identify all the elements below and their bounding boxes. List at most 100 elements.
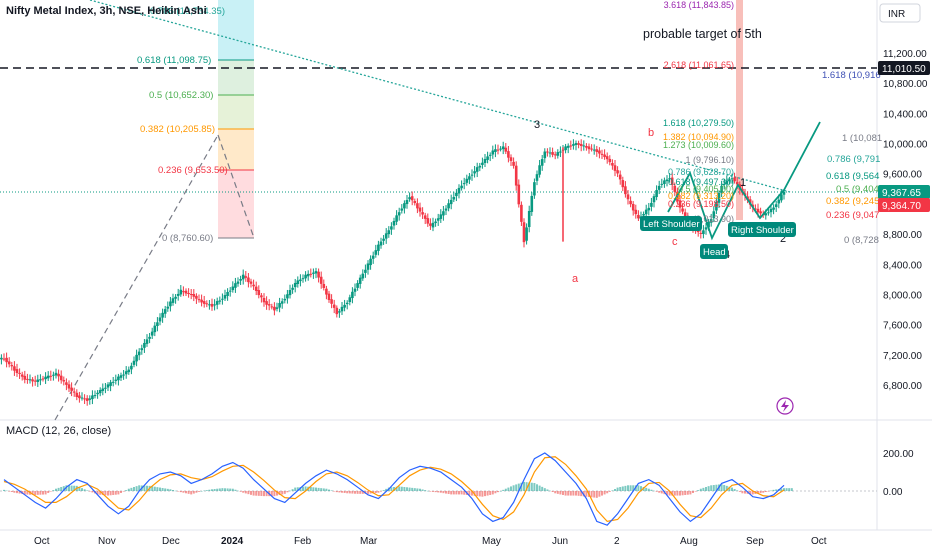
price-tick-label: 8,800.00: [883, 230, 922, 241]
candle-body: [13, 366, 16, 370]
candle-body: [473, 171, 476, 173]
macd-hist-bar: [263, 491, 265, 496]
candle-body: [437, 218, 440, 220]
macd-hist-bar: [484, 491, 486, 496]
lightning-icon[interactable]: [777, 398, 793, 414]
candle-body: [185, 291, 188, 294]
macd-hist-bar: [206, 490, 208, 491]
candle-body: [492, 151, 495, 155]
macd-hist-bar: [351, 491, 353, 494]
candle-body: [120, 375, 123, 378]
candle-body: [395, 215, 398, 221]
candle-body: [705, 227, 708, 229]
left-shoulder-text: Left Shoulder: [643, 219, 700, 230]
candle-body: [260, 295, 263, 297]
candle-body: [174, 297, 177, 299]
macd-hist-bar: [429, 491, 431, 492]
macd-hist-bar: [242, 491, 244, 493]
macd-hist-bar: [489, 491, 491, 495]
macd-hist-bar: [45, 491, 47, 494]
candle-body: [18, 373, 21, 374]
macd-hist-bar: [357, 491, 359, 494]
candle-body: [476, 167, 479, 172]
macd-hist-bar: [695, 491, 697, 492]
macd-hist-bar: [380, 491, 382, 492]
candle-body: [195, 296, 198, 299]
candle-body: [330, 299, 333, 304]
time-tick-label: 2: [614, 536, 620, 547]
candle-body: [434, 222, 437, 224]
fib-left-label: 0.236 (9,653.50): [158, 165, 228, 176]
macd-title: MACD (12, 26, close): [6, 425, 111, 437]
candle-body: [78, 395, 81, 398]
macd-hist-bar: [435, 491, 437, 492]
candle-body: [577, 143, 580, 145]
macd-hist-bar: [177, 491, 179, 492]
right-shoulder-text: Right Shoulder: [731, 225, 794, 236]
macd-hist-bar: [47, 491, 49, 493]
candle-body: [349, 297, 352, 302]
macd-hist-bar: [289, 491, 291, 492]
macd-hist-bar: [422, 489, 424, 491]
fib-left-label: 0 (8,760.60): [162, 233, 213, 244]
right-shoulder-label: Right Shoulder: [728, 222, 796, 237]
candle-body: [359, 278, 362, 284]
candle-body: [182, 291, 185, 292]
macd-hist-bar: [125, 490, 127, 491]
wave-label-b: b: [648, 127, 654, 139]
candle-body: [447, 203, 450, 208]
macd-hist-bar: [172, 490, 174, 491]
candle-body: [510, 157, 513, 161]
macd-hist-bar: [619, 487, 621, 491]
macd-hist-bar: [3, 490, 5, 491]
candle-body: [226, 292, 229, 296]
macd-hist-bar: [227, 488, 229, 491]
candle-body: [427, 218, 430, 223]
macd-hist-bar: [713, 485, 715, 491]
macd-hist-bar: [52, 490, 54, 491]
currency-badge[interactable]: INR: [880, 4, 920, 22]
candle-body: [450, 200, 453, 204]
fib-right-label: 0 (8,728: [844, 235, 879, 246]
macd-hist-bar: [744, 491, 746, 494]
candle-body: [323, 284, 326, 288]
macd-hist-bar: [765, 491, 767, 492]
fib-left-label: 0.382 (10,205.85): [140, 124, 215, 135]
candle-body: [138, 352, 141, 356]
candle-body: [281, 301, 284, 303]
candle-body: [570, 145, 573, 146]
macd-hist-bar: [609, 491, 611, 492]
fib-ext-label: 3.618 (11,843.85): [664, 0, 734, 10]
candle-body: [590, 149, 593, 150]
candle-body: [271, 306, 274, 307]
candle-body: [588, 146, 591, 149]
macd-hist-bar: [120, 491, 122, 493]
macd-hist-bar: [292, 489, 294, 491]
macd-hist-bar: [123, 491, 125, 492]
candle-body: [544, 152, 547, 159]
macd-hist-bar: [193, 491, 195, 494]
fib-ext-label: 1 (9,796.10): [685, 155, 734, 165]
macd-hist-bar: [596, 491, 598, 498]
fib-right-label: 0.5 (9,404: [836, 184, 879, 195]
candle-body: [70, 388, 73, 391]
candle-body: [55, 373, 58, 376]
candle-body: [778, 200, 781, 204]
candle-body: [567, 146, 570, 148]
candle-body: [128, 370, 131, 373]
macd-hist-bar: [570, 491, 572, 496]
macd-hist-bar: [513, 485, 515, 491]
macd-hist-bar: [546, 489, 548, 491]
candle-body: [187, 293, 190, 294]
macd-hist-bar: [294, 488, 296, 491]
macd-hist-bar: [448, 491, 450, 494]
macd-hist-bar: [572, 491, 574, 496]
candle-body: [115, 380, 118, 381]
candle-body: [320, 277, 323, 284]
candle-body: [164, 309, 167, 314]
candle-body: [523, 222, 526, 242]
candle-body: [89, 398, 92, 399]
macd-hist-bar: [773, 490, 775, 491]
price-axis[interactable]: 11,200.0010,800.0010,400.0010,000.009,60…: [883, 49, 928, 498]
